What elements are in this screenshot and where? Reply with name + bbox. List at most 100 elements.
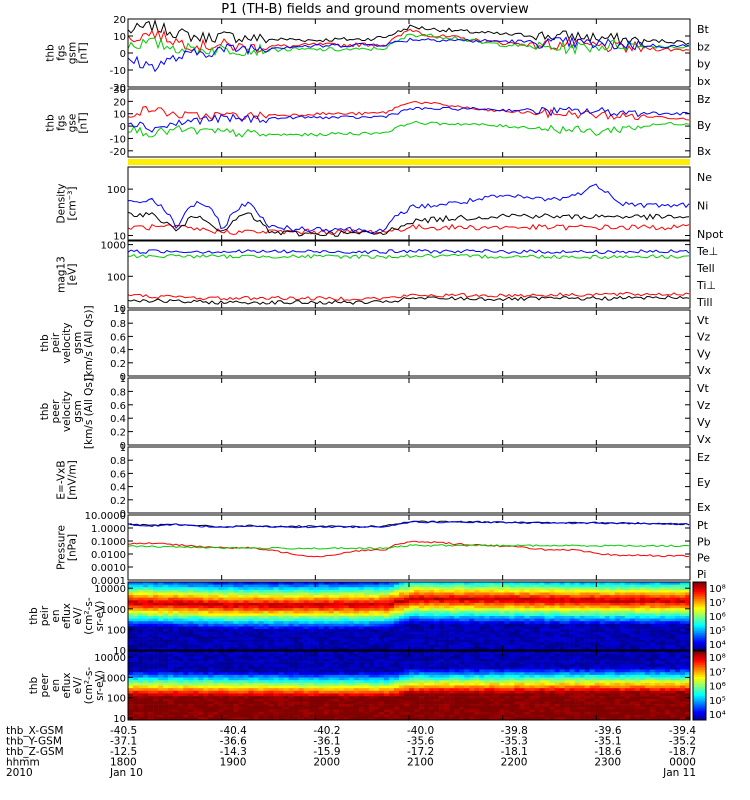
heat-cell bbox=[429, 621, 435, 625]
heat-cell bbox=[248, 682, 254, 686]
colorbar-swatch bbox=[693, 638, 706, 641]
heat-cell bbox=[303, 597, 309, 601]
heat-cell bbox=[664, 582, 671, 585]
heat-cell bbox=[193, 618, 199, 622]
heat-cell bbox=[419, 653, 425, 657]
heat-cell bbox=[243, 639, 249, 643]
heat-cell bbox=[383, 618, 390, 622]
heat-cell bbox=[173, 639, 179, 643]
heat-cell bbox=[233, 626, 239, 630]
heat-cell bbox=[143, 642, 149, 646]
heat-cell bbox=[504, 582, 510, 585]
heat-cell bbox=[148, 664, 154, 668]
heat-cell bbox=[484, 589, 490, 593]
heat-cell bbox=[348, 616, 355, 619]
heat-cell bbox=[378, 714, 385, 718]
heat-cell bbox=[318, 636, 324, 640]
heat-cell bbox=[659, 626, 666, 630]
heat-cell bbox=[348, 631, 355, 635]
heat-cell bbox=[358, 682, 365, 686]
y-axis-label: fgs bbox=[56, 115, 68, 131]
legend-entry: Vt bbox=[697, 314, 710, 327]
heat-cell bbox=[358, 661, 365, 665]
heat-cell bbox=[248, 639, 254, 643]
heat-cell bbox=[414, 589, 420, 593]
heat-cell bbox=[439, 636, 445, 640]
heat-cell bbox=[604, 605, 611, 609]
heat-cell bbox=[564, 592, 570, 596]
heat-cell bbox=[313, 682, 319, 686]
heat-cell bbox=[604, 582, 611, 585]
heat-cell bbox=[439, 639, 445, 643]
heat-cell bbox=[333, 642, 340, 646]
heat-cell bbox=[173, 634, 179, 638]
heat-cell bbox=[128, 685, 134, 689]
heat-cell bbox=[569, 634, 575, 638]
heat-cell bbox=[173, 595, 179, 598]
heat-cell bbox=[363, 688, 370, 692]
heat-cell bbox=[238, 610, 244, 614]
heat-cell bbox=[303, 595, 309, 598]
heat-cell bbox=[559, 644, 565, 648]
heat-cell bbox=[308, 651, 314, 654]
heat-cell bbox=[629, 587, 636, 591]
heat-cell bbox=[378, 688, 385, 692]
heat-cell bbox=[383, 693, 390, 697]
heat-cell bbox=[223, 587, 229, 591]
heat-cell bbox=[604, 629, 611, 632]
heat-cell bbox=[158, 631, 164, 635]
heat-cell bbox=[464, 631, 470, 635]
heat-cell bbox=[238, 714, 244, 718]
heat-cell bbox=[283, 639, 289, 643]
heat-cell bbox=[358, 636, 365, 640]
heat-cell bbox=[178, 642, 184, 646]
heat-cell bbox=[318, 712, 324, 715]
heat-cell bbox=[393, 600, 400, 604]
heat-cell bbox=[278, 669, 284, 673]
y-tick-label: 20 bbox=[113, 15, 126, 26]
heat-cell bbox=[268, 690, 274, 694]
heat-cell bbox=[293, 696, 299, 700]
heat-cell bbox=[318, 631, 324, 635]
heat-cell bbox=[659, 613, 666, 617]
heat-cell bbox=[474, 584, 480, 588]
heat-cell bbox=[183, 626, 189, 630]
heat-cell bbox=[669, 584, 676, 588]
heat-cell bbox=[474, 634, 480, 638]
heat-cell bbox=[378, 618, 385, 622]
heat-cell bbox=[253, 589, 259, 593]
heat-cell bbox=[263, 688, 269, 692]
heat-cell bbox=[363, 644, 370, 648]
heat-cell bbox=[644, 626, 651, 630]
heat-cell bbox=[193, 595, 199, 598]
heat-cell bbox=[624, 597, 631, 601]
heat-cell bbox=[584, 589, 590, 593]
heat-cell bbox=[383, 714, 390, 718]
heat-cell bbox=[188, 592, 194, 596]
heat-cell bbox=[434, 582, 440, 585]
heat-cell bbox=[624, 623, 631, 627]
heat-cell bbox=[273, 605, 279, 609]
heat-cell bbox=[173, 592, 179, 596]
heat-cell bbox=[434, 717, 440, 720]
heat-cell bbox=[589, 613, 595, 617]
heat-cell bbox=[183, 704, 189, 708]
heat-cell bbox=[198, 587, 204, 591]
heat-cell bbox=[589, 639, 595, 643]
colorbar-swatch bbox=[693, 612, 706, 615]
heat-cell bbox=[519, 608, 525, 612]
heat-cell bbox=[388, 642, 395, 646]
heat-cell bbox=[323, 631, 330, 635]
heat-cell bbox=[368, 682, 375, 686]
heat-cell bbox=[343, 696, 350, 700]
heat-cell bbox=[223, 651, 229, 654]
heat-cell bbox=[499, 623, 505, 627]
heat-cell bbox=[564, 642, 570, 646]
heat-cell bbox=[168, 680, 174, 684]
heat-cell bbox=[619, 608, 626, 612]
heat-cell bbox=[233, 634, 239, 638]
heat-cell bbox=[158, 605, 164, 609]
heat-cell bbox=[409, 616, 415, 619]
heat-cell bbox=[188, 674, 194, 678]
heat-cell bbox=[669, 613, 676, 617]
